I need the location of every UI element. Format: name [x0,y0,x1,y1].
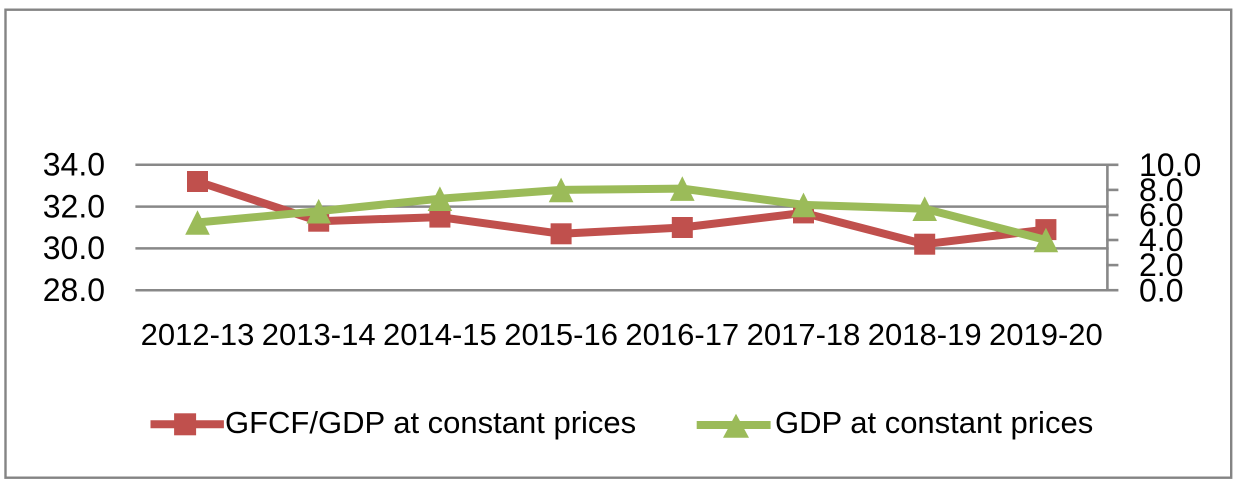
svg-text:2015-16: 2015-16 [504,317,618,352]
svg-text:2014-15: 2014-15 [383,317,497,352]
svg-text:2017-18: 2017-18 [747,317,861,352]
svg-text:2012-13: 2012-13 [141,317,255,352]
svg-text:GDP at constant prices: GDP at constant prices [775,405,1093,440]
svg-text:8.0: 8.0 [1139,172,1183,208]
svg-text:2.0: 2.0 [1139,247,1183,283]
svg-text:10.0: 10.0 [1139,147,1201,183]
svg-text:GFCF/GDP at constant prices: GFCF/GDP at constant prices [225,405,636,440]
svg-text:2018-19: 2018-19 [868,317,982,352]
svg-text:6.0: 6.0 [1139,197,1183,233]
svg-text:2016-17: 2016-17 [625,317,739,352]
svg-text:30.0: 30.0 [43,230,105,266]
svg-text:0.0: 0.0 [1139,272,1183,308]
svg-text:28.0: 28.0 [43,272,105,308]
svg-text:32.0: 32.0 [43,188,105,224]
svg-text:2019-20: 2019-20 [989,317,1103,352]
svg-text:2013-14: 2013-14 [262,317,376,352]
svg-text:34.0: 34.0 [43,147,105,183]
svg-text:4.0: 4.0 [1139,222,1183,258]
